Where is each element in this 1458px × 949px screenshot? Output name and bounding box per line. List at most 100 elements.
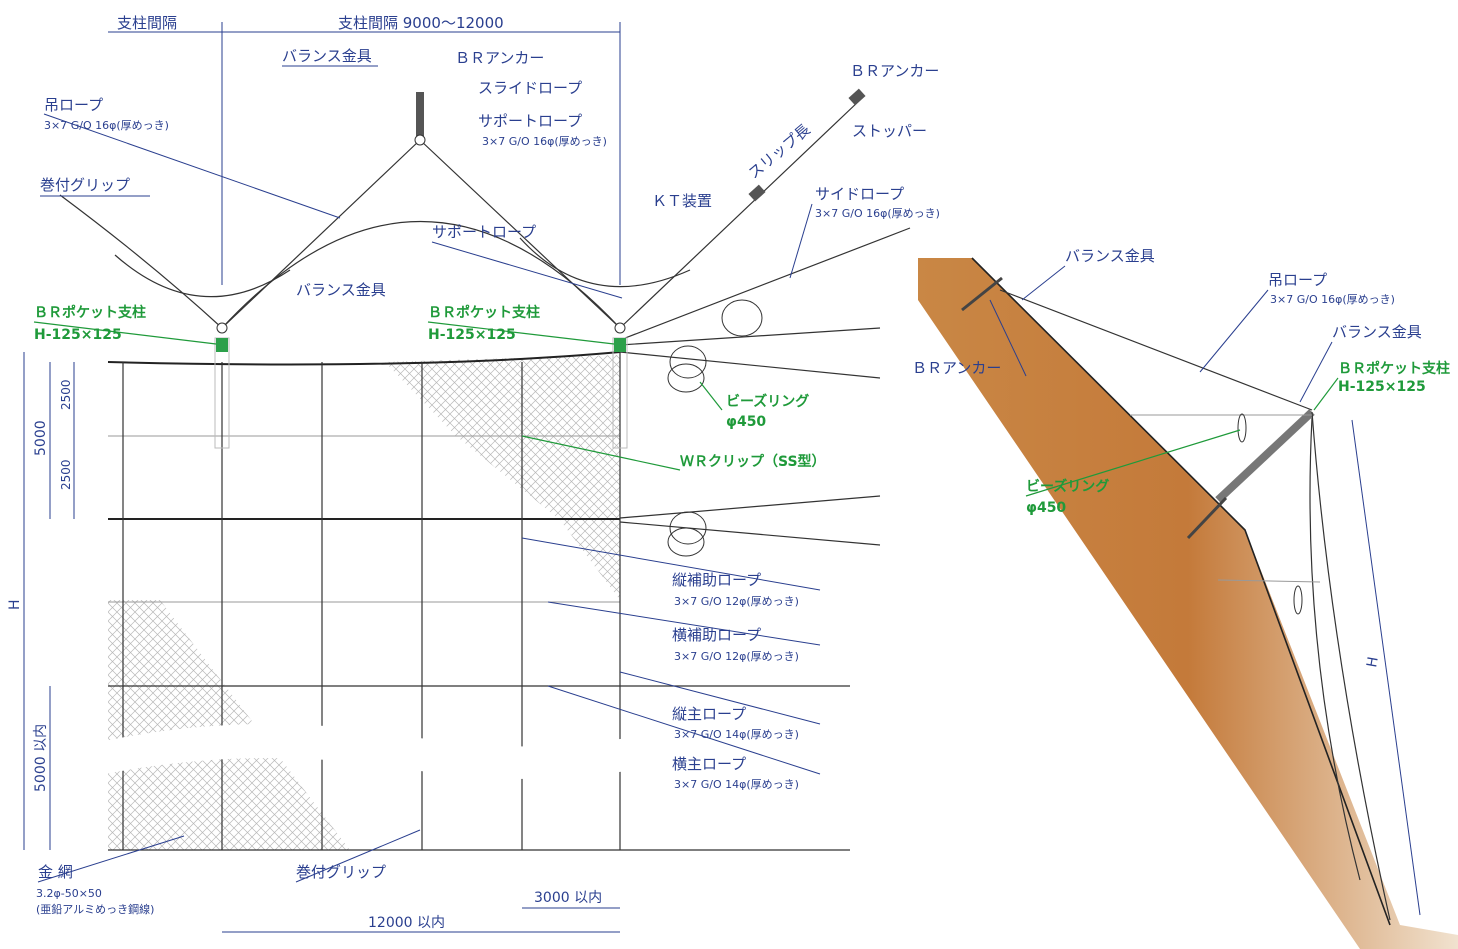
leader-side-rope — [789, 203, 813, 279]
side-leader-hanging-rope — [1199, 289, 1269, 373]
leader-br-post-left — [33, 321, 217, 345]
side-beads-ring-1 — [1237, 413, 1247, 443]
beads-ring-3 — [667, 363, 705, 393]
post-head-left — [216, 338, 228, 352]
side-leader-anchor — [989, 299, 1027, 377]
balance-fitting-left — [216, 322, 228, 334]
leader-wr-clip — [521, 435, 681, 471]
dim-5000-label: 5000 — [33, 420, 49, 456]
side-beads-ring-2 — [1293, 585, 1303, 615]
dim-h-label: H — [7, 599, 23, 610]
side-leader-beads — [1025, 429, 1241, 497]
side-leader-balance-2 — [1299, 341, 1333, 403]
hanging-rope-label: 吊ロープ — [44, 96, 103, 114]
br-post-right-label: ＢＲポケット支柱 — [428, 304, 540, 321]
wr-clip-label: ＷＲクリップ（SS型） — [680, 453, 826, 470]
side-hanging-rope-spec: 3×7 G/O 16φ(厚めっき) — [1270, 293, 1395, 306]
support-rope-sag-right — [519, 237, 691, 288]
side-rope-2 — [619, 327, 881, 346]
dim-5000-max-label: 5000 以内 — [33, 724, 49, 792]
dim-2500-a-label: 2500 — [59, 379, 73, 410]
br-post-left-spec: H-125×125 — [34, 327, 122, 343]
horiz-aux-rope-label: 横補助ロープ — [672, 626, 761, 644]
side-br-anchor-label: ＢＲアンカー — [912, 359, 1001, 377]
front-view: 支柱間隔 支柱間隔 9000～12000 バランス金具 ＢＲアンカー スライドロ… — [7, 14, 940, 933]
side-rope-b — [1217, 579, 1321, 583]
leader-wrap-grip-bottom — [295, 829, 421, 883]
slide-rope-label: スライドロープ — [478, 79, 582, 97]
wrap-grip-top-label: 巻付グリップ — [40, 176, 130, 194]
beads-ring-5 — [667, 527, 705, 557]
top-balance-fitting — [414, 134, 426, 146]
leader-wire-mesh — [37, 835, 185, 883]
top-anchor — [416, 92, 424, 136]
hanging-rope-spec: 3×7 G/O 16φ(厚めっき) — [44, 119, 169, 132]
side-post-anchor — [1186, 496, 1228, 540]
leader-beads-ring — [699, 381, 723, 411]
side-rope-3 — [619, 351, 881, 379]
beads-ring-4 — [669, 511, 707, 545]
support-rope-sag — [114, 254, 291, 298]
break-band — [100, 724, 640, 779]
slip-length-label: スリップ長 — [745, 120, 814, 182]
vert-aux-rope-label: 縦補助ロープ — [672, 571, 761, 589]
anchor-rope-right — [619, 99, 861, 329]
vert-main-rope-spec: 3×7 G/O 14φ(厚めっき) — [674, 728, 799, 741]
dim-12000-label: 12000 以内 — [368, 915, 445, 931]
side-post — [1215, 409, 1315, 503]
hanging-rope-center-right — [419, 139, 621, 329]
side-net-inner — [1309, 417, 1361, 881]
top-horizontal-rope — [107, 351, 621, 366]
side-net-curve — [1311, 411, 1391, 921]
beads-ring-1 — [721, 299, 763, 337]
leader-hanging-rope — [43, 113, 341, 219]
wire-mesh-spec2: (亜鉛アルミめっき鋼線) — [36, 902, 154, 916]
balance-fitting-mid-label: バランス金具 — [296, 281, 386, 299]
dim-3000-label: 3000 以内 — [534, 890, 602, 906]
side-dim-h-label: H — [1364, 656, 1382, 669]
support-rope-mid-label: サポートロープ — [432, 223, 536, 241]
horiz-main-rope-label: 横主ロープ — [672, 755, 746, 773]
side-hanging-rope-label: 吊ロープ — [1268, 271, 1327, 289]
leader-horiz-aux — [547, 601, 821, 646]
leader-horiz-main — [547, 685, 821, 775]
horiz-aux-rope-spec: 3×7 G/O 12φ(厚めっき) — [674, 650, 799, 663]
post-spacing-range-label: 支柱間隔 9000～12000 — [338, 14, 504, 32]
support-rope-top-spec: 3×7 G/O 16φ(厚めっき) — [482, 135, 607, 148]
side-rope-1 — [619, 227, 911, 341]
kt-device-mark — [748, 184, 766, 202]
wire-mesh-area-upper — [385, 355, 620, 600]
dim-2500-b-label: 2500 — [59, 459, 73, 490]
leader-support-rope-mid — [431, 241, 623, 299]
balance-fitting-right — [614, 322, 626, 334]
side-beads-ring-label: ビーズリング — [1026, 478, 1109, 495]
hanging-rope-left — [59, 194, 223, 329]
side-balance-fitting-2-label: バランス金具 — [1332, 323, 1422, 341]
leader-br-post-right — [427, 321, 615, 345]
horiz-main-rope-spec: 3×7 G/O 14φ(厚めっき) — [674, 778, 799, 791]
side-rope-5 — [619, 521, 881, 546]
wire-mesh-area-lower — [108, 600, 350, 850]
right-anchor-mark — [848, 88, 866, 106]
side-anchor — [961, 276, 1003, 312]
hanging-rope-center-left — [221, 139, 421, 329]
side-beads-ring-spec: φ450 — [1026, 500, 1066, 516]
support-rope-top-label: サポートロープ — [478, 112, 582, 130]
side-dim-h-line — [1351, 419, 1421, 916]
side-balance-fitting-label: バランス金具 — [1065, 247, 1155, 265]
side-leader-br-post — [1313, 377, 1339, 411]
kt-device-label: ＫＴ装置 — [652, 192, 712, 210]
beads-ring-spec: φ450 — [726, 414, 766, 430]
side-hanging-rope — [999, 289, 1313, 411]
post-head-right — [614, 338, 626, 352]
vert-main-rope-label: 縦主ロープ — [672, 705, 746, 723]
br-anchor-right-label: ＢＲアンカー — [850, 62, 939, 80]
wire-mesh-spec1: 3.2φ-50×50 — [36, 887, 102, 900]
br-post-right-spec: H-125×125 — [428, 327, 516, 343]
side-br-post-label: ＢＲポケット支柱 — [1338, 360, 1450, 377]
side-leader-balance — [1021, 265, 1066, 301]
balance-fitting-top-label: バランス金具 — [282, 47, 372, 65]
side-rope-label: サイドロープ — [815, 185, 904, 203]
beads-ring-label: ビーズリング — [726, 393, 809, 410]
